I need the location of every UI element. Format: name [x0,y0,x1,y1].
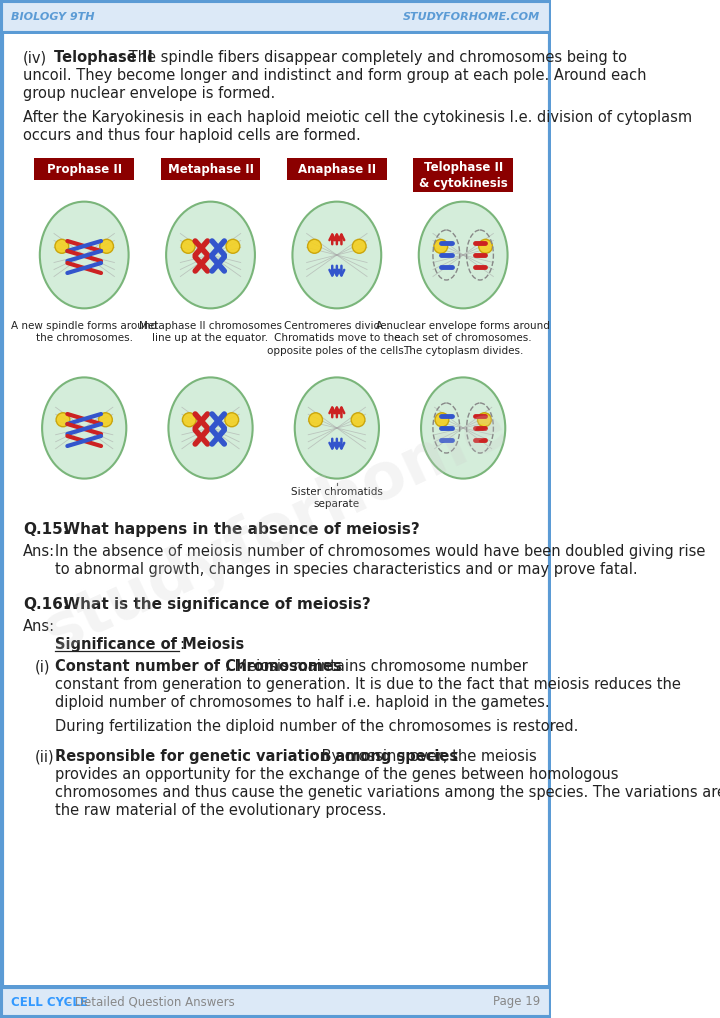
Ellipse shape [294,378,379,478]
Text: (iv): (iv) [23,50,47,65]
Text: Page 19: Page 19 [493,996,541,1009]
Ellipse shape [181,239,195,253]
Bar [1,985,549,986]
Text: Centromeres divide.
Chromatids move to the
opposite poles of the cells.: Centromeres divide. Chromatids move to t… [267,321,407,356]
Text: After the Karyokinesis in each haploid meiotic cell the cytokinesis I.e. divisio: After the Karyokinesis in each haploid m… [23,110,692,125]
Ellipse shape [56,412,70,427]
Bar [1,988,549,1016]
Text: : The spindle fibers disappear completely and chromosomes being to: : The spindle fibers disappear completel… [120,50,627,65]
Text: :: : [179,637,184,652]
Text: (ii): (ii) [35,749,55,764]
Text: occurs and thus four haploid cells are formed.: occurs and thus four haploid cells are f… [23,128,361,143]
Ellipse shape [421,378,505,478]
Text: chromosomes and thus cause the genetic variations among the species. The variati: chromosomes and thus cause the genetic v… [55,785,720,800]
Ellipse shape [40,202,129,308]
Ellipse shape [226,239,240,253]
Text: Sister chromatids
separate: Sister chromatids separate [291,487,383,509]
Bar [161,158,261,180]
Text: - Detailed Question Answers: - Detailed Question Answers [63,996,235,1009]
Text: What is the significance of meiosis?: What is the significance of meiosis? [58,597,371,612]
Text: Metaphase II: Metaphase II [168,163,253,175]
Text: constant from generation to generation. It is due to the fact that meiosis reduc: constant from generation to generation. … [55,677,681,692]
Text: Ans:: Ans: [23,544,55,559]
Text: Q.15:: Q.15: [23,522,69,538]
Ellipse shape [42,378,126,478]
Text: Telophase II: Telophase II [53,50,153,65]
Text: STUDYFORHOME.COM: STUDYFORHOME.COM [403,12,541,22]
Text: provides an opportunity for the exchange of the genes between homologous: provides an opportunity for the exchange… [55,767,618,782]
Text: : By crossing over, the meiosis: : By crossing over, the meiosis [312,749,537,764]
Text: CELL CYCLE: CELL CYCLE [11,996,88,1009]
Bar [1,2,549,32]
Ellipse shape [309,412,323,427]
Text: Responsible for genetic variation among species: Responsible for genetic variation among … [55,749,458,764]
Ellipse shape [182,412,196,427]
Text: Metaphase II chromosomes
line up at the equator.: Metaphase II chromosomes line up at the … [139,321,282,343]
Bar [1,32,549,34]
Ellipse shape [99,412,112,427]
Text: In the absence of meiosis number of chromosomes would have been doubled giving r: In the absence of meiosis number of chro… [55,544,706,559]
Ellipse shape [225,412,238,427]
Text: BIOLOGY 9TH: BIOLOGY 9TH [11,12,94,22]
Text: Constant number of Chromosomes: Constant number of Chromosomes [55,659,342,674]
Ellipse shape [479,239,492,253]
Text: Anaphase II: Anaphase II [298,163,376,175]
Ellipse shape [352,239,366,253]
Text: Ans:: Ans: [23,619,55,634]
Text: the raw material of the evolutionary process.: the raw material of the evolutionary pro… [55,803,387,818]
Bar [35,158,134,180]
Text: : Meiosis maintains chromosome number: : Meiosis maintains chromosome number [225,659,528,674]
Text: group nuclear envelope is formed.: group nuclear envelope is formed. [23,86,275,101]
Ellipse shape [166,202,255,308]
Text: A new spindle forms around
the chromosomes.: A new spindle forms around the chromosom… [11,321,157,343]
Bar [287,158,387,180]
Ellipse shape [434,239,448,253]
Text: Telophase II
& cytokinesis: Telophase II & cytokinesis [419,161,508,189]
Ellipse shape [419,202,508,308]
Text: What happens in the absence of meiosis?: What happens in the absence of meiosis? [58,522,420,538]
Ellipse shape [55,239,68,253]
Ellipse shape [292,202,382,308]
Text: uncoil. They become longer and indistinct and form group at each pole. Around ea: uncoil. They become longer and indistinc… [23,68,647,83]
Text: (i): (i) [35,659,50,674]
Text: Significance of Meiosis: Significance of Meiosis [55,637,244,652]
Text: Q.16:: Q.16: [23,597,69,612]
Text: Prophase II: Prophase II [47,163,122,175]
Ellipse shape [168,378,253,478]
Text: diploid number of chromosomes to half i.e. haploid in the gametes.: diploid number of chromosomes to half i.… [55,695,550,710]
Ellipse shape [477,412,491,427]
Ellipse shape [307,239,321,253]
Text: to abnormal growth, changes in species characteristics and or may prove fatal.: to abnormal growth, changes in species c… [55,562,638,577]
Ellipse shape [435,412,449,427]
Ellipse shape [99,239,114,253]
Bar [413,158,513,192]
Text: During fertilization the diploid number of the chromosomes is restored.: During fertilization the diploid number … [55,719,578,734]
Text: A nuclear envelope forms around
each set of chromosomes.
The cytoplasm divides.: A nuclear envelope forms around each set… [377,321,550,356]
Text: studyforhome: studyforhome [34,395,517,665]
Ellipse shape [351,412,365,427]
